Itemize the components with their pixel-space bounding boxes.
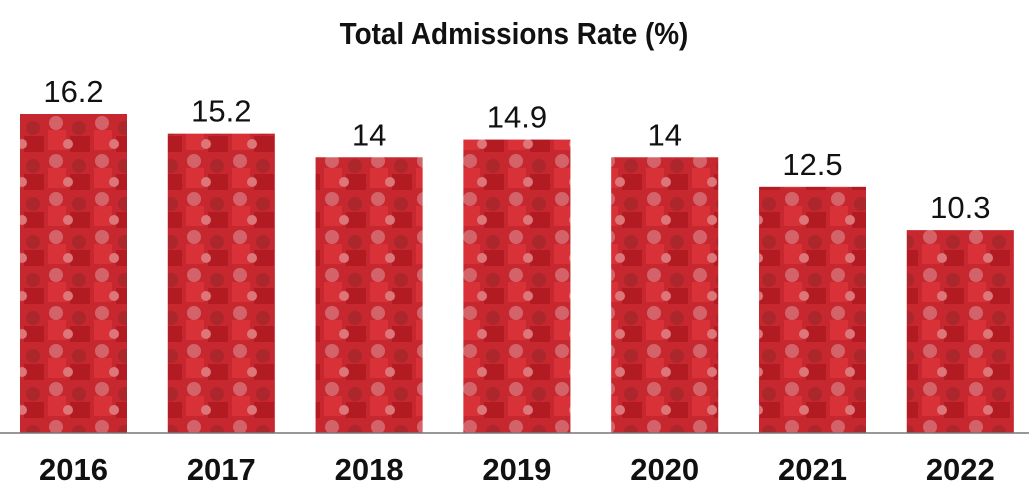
- data-label-2018: 14: [352, 117, 386, 152]
- bar-2018: [315, 157, 423, 433]
- chart-title: Total Admissions Rate (%): [340, 17, 689, 52]
- data-label-2017: 15.2: [191, 94, 251, 129]
- x-tick-label-2016: 2016: [39, 452, 108, 487]
- x-tick-label-2018: 2018: [335, 452, 404, 487]
- bar-tint-2017: [167, 133, 275, 434]
- bar-2022: [906, 230, 1014, 433]
- data-label-2021: 12.5: [782, 147, 842, 182]
- data-label-2020: 14: [647, 117, 681, 152]
- bar-2021: [759, 186, 866, 433]
- bar-2016: [20, 114, 127, 433]
- bar-2019: [463, 139, 571, 434]
- bar-tint-2022: [906, 230, 1014, 433]
- bar-tint-2020: [611, 157, 719, 433]
- x-tick-label-2017: 2017: [187, 452, 256, 487]
- bar-2017: [167, 133, 275, 434]
- x-tick-label-2022: 2022: [926, 452, 995, 487]
- data-label-2019: 14.9: [487, 100, 547, 135]
- bar-tint-2019: [463, 139, 571, 434]
- x-tick-label-2021: 2021: [778, 452, 847, 487]
- bar-tint-2016: [20, 114, 127, 433]
- bar-tint-2021: [759, 186, 866, 433]
- data-label-2016: 16.2: [43, 74, 103, 109]
- x-tick-label-2020: 2020: [630, 452, 699, 487]
- bar-tint-2018: [315, 157, 423, 433]
- bar-2020: [611, 157, 719, 433]
- data-label-2022: 10.3: [930, 190, 990, 225]
- x-tick-label-2019: 2019: [482, 452, 551, 487]
